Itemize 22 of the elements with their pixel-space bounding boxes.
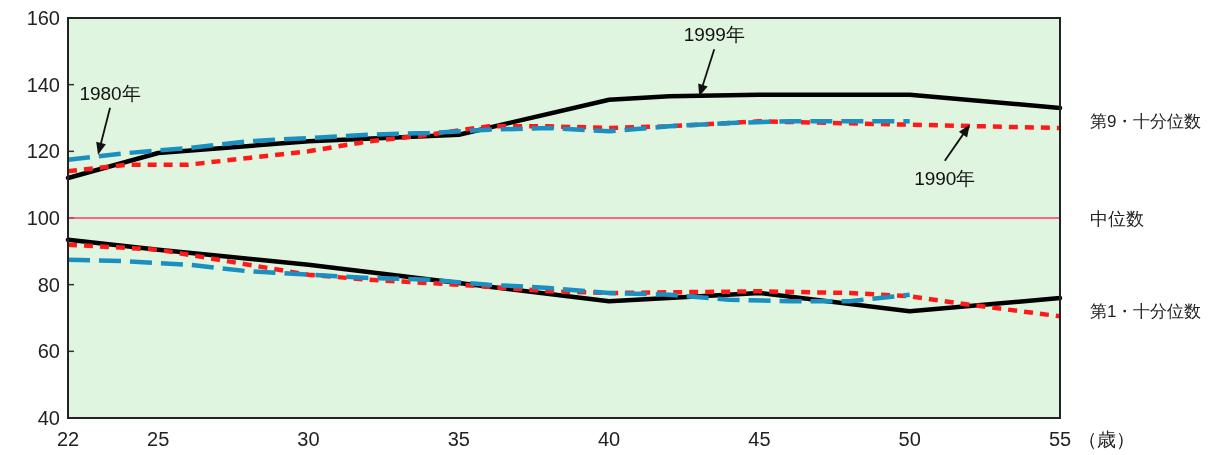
annotation: 1999年 bbox=[683, 24, 745, 46]
x-tick-label: 50 bbox=[898, 428, 921, 450]
ref-line-label: 中位数 bbox=[1090, 209, 1144, 229]
x-tick-label: 25 bbox=[147, 428, 170, 450]
y-tick-label: 40 bbox=[37, 407, 60, 429]
y-tick-label: 100 bbox=[26, 207, 60, 229]
x-tick-label: 45 bbox=[748, 428, 771, 450]
x-tick-label: 40 bbox=[597, 428, 621, 450]
x-tick-label: 30 bbox=[297, 428, 320, 450]
y-tick-label: 60 bbox=[37, 340, 60, 363]
y-tick-label: 140 bbox=[26, 73, 60, 96]
annotation: 第9・十分位数 bbox=[1090, 112, 1202, 132]
y-tick-label: 80 bbox=[37, 273, 60, 296]
annotation: 1990年 bbox=[914, 167, 976, 189]
x-tick-label: 22 bbox=[56, 428, 80, 450]
x-axis-title: （歳） bbox=[1078, 429, 1135, 450]
y-tick-label: 160 bbox=[26, 7, 60, 29]
annotation: 第1・十分位数 bbox=[1090, 302, 1202, 322]
x-tick-label: 35 bbox=[447, 428, 470, 450]
y-tick-label: 120 bbox=[26, 140, 60, 163]
annotation: 1980年 bbox=[79, 82, 141, 104]
x-tick-label: 55 bbox=[1048, 428, 1072, 450]
